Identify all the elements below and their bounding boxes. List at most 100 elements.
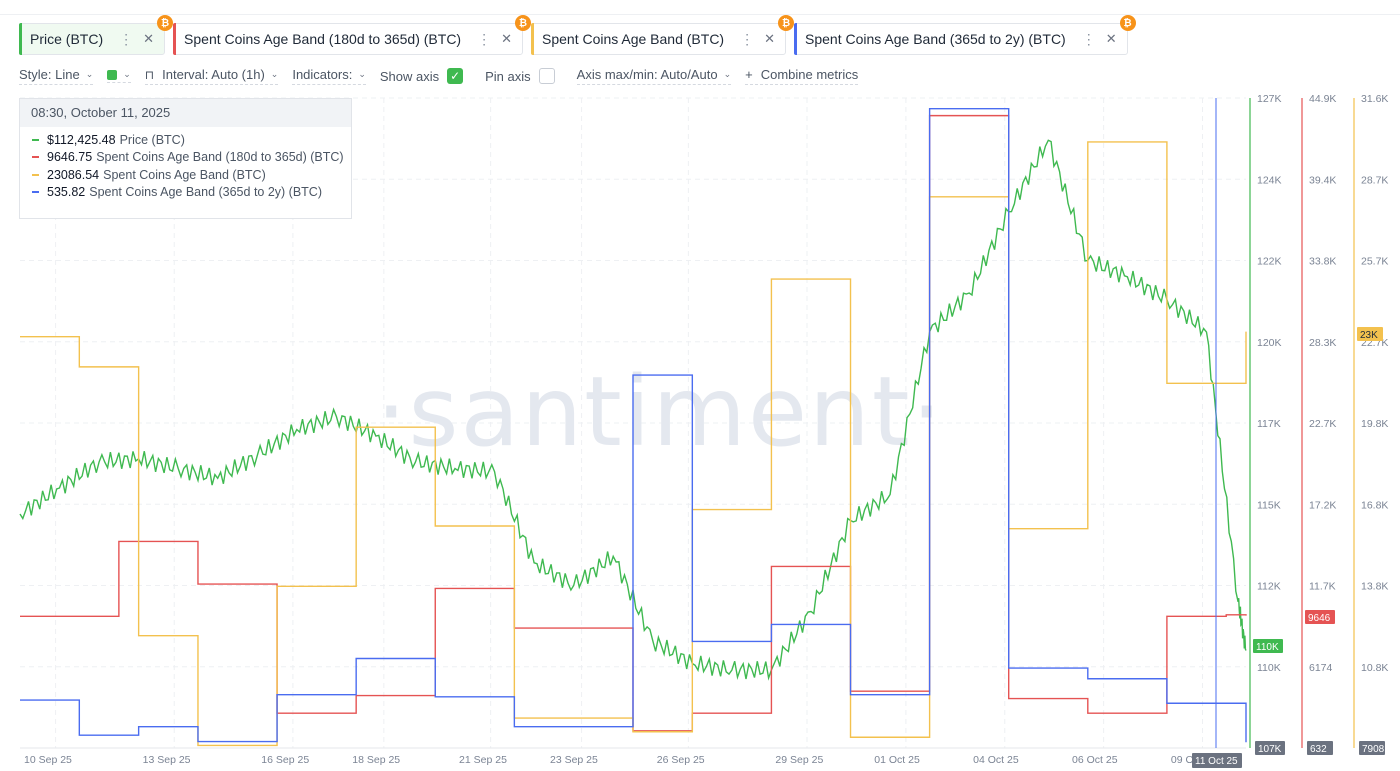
sca_total-tick-label: 10.8K <box>1361 662 1388 674</box>
hover-date-badge <box>1192 753 1242 768</box>
bitcoin-icon: ₿ <box>515 15 531 31</box>
chart-axes: 127K124K122K120K117K115K112K110K107K107K… <box>24 93 1388 768</box>
price-tick-label: 127K <box>1257 93 1282 105</box>
close-icon[interactable]: ✕ <box>1105 31 1117 46</box>
show-axis-label: Show axis <box>379 68 440 84</box>
close-icon[interactable]: ✕ <box>501 31 512 46</box>
metric-chips: Price (BTC) ⋮ ✕ ₿ Spent Coins Age Band (… <box>19 15 1136 57</box>
tooltip-series-name: Spent Coins Age Band (365d to 2y) (BTC) <box>89 185 322 200</box>
price-tick-label: 124K <box>1257 174 1282 186</box>
series-color-dash <box>32 156 39 159</box>
pin-axis-label: Pin axis <box>485 68 531 84</box>
metric-chip-price[interactable]: Price (BTC) ⋮ ✕ ₿ <box>19 15 174 55</box>
sca_total-tick-label: 28.7K <box>1361 174 1388 186</box>
sca_180d_365d-tick-label: 28.3K <box>1309 337 1336 349</box>
price-tick-label: 112K <box>1257 581 1281 593</box>
series-color-dash <box>32 173 39 176</box>
plus-icon: + <box>745 67 753 82</box>
metric-chip-sca-180d-365d[interactable]: Spent Coins Age Band (180d to 365d) (BTC… <box>173 15 531 55</box>
sca_total-min-label: 7908 <box>1362 744 1385 755</box>
axis-range-dropdown[interactable]: Axis max/min: Auto/Auto ⌄ <box>576 67 732 85</box>
interval-dropdown[interactable]: ⊓ Interval: Auto (1h) ⌄ <box>144 67 279 85</box>
tooltip-row: $112,425.48 Price (BTC) <box>20 131 351 149</box>
bitcoin-icon: ₿ <box>1119 15 1136 31</box>
combine-metrics-label: Combine metrics <box>760 67 859 82</box>
indicators-label: Indicators: <box>292 67 353 82</box>
metric-chip-label: Spent Coins Age Band (BTC) <box>542 31 725 47</box>
sca_total-current-label: 23K <box>1360 330 1378 341</box>
hover-tooltip: 08:30, October 11, 2025 $112,425.48 Pric… <box>19 98 352 219</box>
metric-chip-sca-total[interactable]: Spent Coins Age Band (BTC) ⋮ ✕ ₿ <box>531 15 795 55</box>
sca_180d_365d-tick-label: 6174 <box>1309 662 1333 674</box>
metric-chip-label: Spent Coins Age Band (180d to 365d) (BTC… <box>184 31 462 47</box>
sca_180d_365d-tick-label: 22.7K <box>1309 418 1336 430</box>
tooltip-date: 08:30, October 11, 2025 <box>20 99 351 127</box>
metric-color-stripe <box>794 23 798 55</box>
interval-label: Interval: Auto (1h) <box>162 67 265 82</box>
indicators-dropdown[interactable]: Indicators: ⌄ <box>292 67 366 85</box>
price-line <box>19 139 1247 681</box>
metric-color-stripe <box>531 23 534 55</box>
price-tick-label: 115K <box>1257 499 1281 511</box>
chevron-down-icon: ⌄ <box>723 69 732 79</box>
sca-365d-2y-line <box>20 107 1247 743</box>
checkbox-checked-icon[interactable]: ✓ <box>447 68 464 84</box>
close-icon[interactable]: ✕ <box>764 31 776 46</box>
price-current-badge <box>1253 639 1283 653</box>
sca_180d_365d-min-badge <box>1307 741 1333 755</box>
tooltip-value: 535.82 <box>47 185 86 200</box>
tooltip-series-name: Price (BTC) <box>119 132 185 147</box>
style-label: Style: Line <box>19 67 80 82</box>
style-dropdown[interactable]: Style: Line ⌄ <box>19 67 94 85</box>
axis-range-label: Axis max/min: Auto/Auto <box>576 67 718 82</box>
hover-date-label: 11 Oct 25 <box>1195 756 1238 767</box>
sca_total-tick-label: 31.6K <box>1361 93 1388 105</box>
series-color-dash <box>32 138 39 141</box>
chevron-down-icon: ⌄ <box>358 69 366 79</box>
tooltip-value: 23086.54 <box>47 167 100 182</box>
chart-toolbar: Style: Line ⌄ ⌄ ⊓ Interval: Auto (1h) ⌄ … <box>19 66 872 86</box>
metric-chip-sca-365d-2y[interactable]: Spent Coins Age Band (365d to 2y) (BTC) … <box>794 15 1136 55</box>
chart-series <box>19 98 1247 748</box>
sca_180d_365d-tick-label: 33.8K <box>1309 256 1336 268</box>
chevron-down-icon: ⌄ <box>85 69 94 79</box>
bitcoin-icon: ₿ <box>778 15 795 31</box>
sca_total-min-badge <box>1359 741 1385 755</box>
x-tick-label: 18 Sep 25 <box>352 754 400 766</box>
sca_180d_365d-tick-label: 44.9K <box>1309 93 1336 105</box>
color-swatch <box>107 69 118 80</box>
x-tick-label: 01 Oct 25 <box>874 754 920 766</box>
top-divider <box>0 14 1400 15</box>
x-tick-label: 23 Sep 25 <box>550 754 598 766</box>
tooltip-series-name: Spent Coins Age Band (180d to 365d) (BTC… <box>96 150 344 165</box>
color-picker[interactable]: ⌄ <box>107 69 131 83</box>
price-tick-label: 122K <box>1257 256 1282 268</box>
price-tick-label: 110K <box>1257 662 1281 674</box>
price-tick-label: 117K <box>1257 418 1281 430</box>
series-color-dash <box>32 191 39 194</box>
price-tick-label: 120K <box>1257 337 1282 349</box>
sca_total-current-badge <box>1357 327 1383 341</box>
close-icon[interactable]: ✕ <box>143 31 155 46</box>
tooltip-value: 9646.75 <box>47 150 93 165</box>
show-axis-toggle[interactable]: Show axis ✓ <box>379 68 464 84</box>
ruler-icon: ⊓ <box>144 67 155 82</box>
combine-metrics-button[interactable]: + Combine metrics <box>745 67 859 85</box>
tooltip-row: 535.82 Spent Coins Age Band (365d to 2y)… <box>20 184 351 202</box>
sca_180d_365d-current-label: 9646 <box>1308 613 1331 624</box>
x-tick-label: 10 Sep 25 <box>24 754 72 766</box>
chevron-down-icon: ⌄ <box>123 69 131 79</box>
sca_180d_365d-tick-label: 39.4K <box>1309 174 1336 186</box>
pin-axis-toggle[interactable]: Pin axis <box>485 68 555 84</box>
price-min-badge <box>1255 741 1285 755</box>
santiment-watermark: ·santiment· <box>376 356 944 468</box>
sca_total-tick-label: 25.7K <box>1361 256 1388 268</box>
sca_total-tick-label: 19.8K <box>1361 418 1388 430</box>
tooltip-value: $112,425.48 <box>47 132 116 147</box>
price-min-label: 107K <box>1258 744 1282 755</box>
checkbox-unchecked-icon[interactable] <box>538 68 555 84</box>
bitcoin-icon: ₿ <box>157 15 174 31</box>
x-tick-label: 13 Sep 25 <box>143 754 191 766</box>
x-tick-label: 04 Oct 25 <box>973 754 1019 766</box>
